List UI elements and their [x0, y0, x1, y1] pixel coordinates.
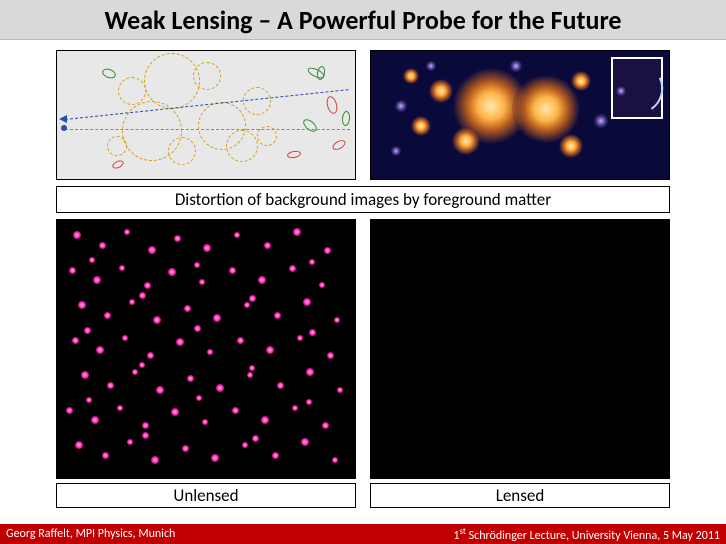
bottom-row [0, 219, 726, 479]
galaxy-cluster-panel [370, 50, 670, 180]
label-row: Unlensed Lensed [0, 483, 726, 508]
lens-schematic-panel [56, 50, 356, 180]
top-row [0, 50, 726, 180]
title-bar: Weak Lensing – A Powerful Probe for the … [0, 0, 726, 40]
caption-bar: Distortion of background images by foreg… [56, 186, 670, 213]
lensed-panel [370, 219, 670, 479]
footer-left: Georg Raffelt, MPI Physics, Munich [6, 527, 175, 541]
lensed-label: Lensed [370, 483, 670, 508]
lensed-label-text: Lensed [496, 485, 545, 506]
slide-title: Weak Lensing – A Powerful Probe for the … [104, 4, 621, 36]
unlensed-label: Unlensed [56, 483, 356, 508]
unlensed-panel [56, 219, 356, 479]
caption-text: Distortion of background images by foreg… [175, 189, 551, 210]
footer-bar: Georg Raffelt, MPI Physics, Munich 1st S… [0, 524, 726, 544]
footer-right: 1st Schrödinger Lecture, University Vien… [453, 526, 720, 543]
unlensed-label-text: Unlensed [173, 485, 238, 506]
